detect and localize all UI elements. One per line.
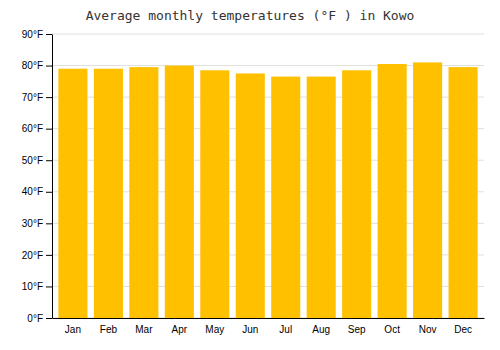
bar bbox=[129, 67, 158, 318]
y-tick-mark bbox=[46, 255, 52, 256]
x-tick: Feb bbox=[100, 324, 118, 335]
x-tick-label: Jun bbox=[242, 324, 258, 335]
y-tick: 60°F bbox=[22, 123, 52, 134]
bars bbox=[58, 62, 477, 318]
x-tick: Jun bbox=[242, 324, 258, 335]
grid-line bbox=[52, 34, 484, 35]
y-tick-mark bbox=[46, 97, 52, 98]
y-tick: 70°F bbox=[22, 92, 52, 103]
bar bbox=[449, 67, 478, 318]
y-tick: 0°F bbox=[27, 313, 52, 324]
y-tick-mark bbox=[46, 318, 52, 319]
y-tick: 90°F bbox=[22, 29, 52, 40]
x-tick: Oct bbox=[384, 324, 400, 335]
y-tick-mark bbox=[46, 223, 52, 224]
y-tick: 50°F bbox=[22, 155, 52, 166]
y-tick-label: 50°F bbox=[22, 155, 43, 166]
bar bbox=[94, 69, 123, 318]
chart: 0°F 10°F 20°F 30°F 40°F 50°F 60°F 70°F 80°F 90°F J… bbox=[0, 0, 500, 350]
y-tick-mark bbox=[46, 192, 52, 193]
x-tick: Jan bbox=[65, 324, 81, 335]
x-tick-label: Jul bbox=[279, 324, 292, 335]
y-tick: 40°F bbox=[22, 186, 52, 197]
x-tick: May bbox=[205, 324, 224, 335]
x-axis: Jan Feb Mar Apr May Jun Jul Aug Sep Oct Nov Dec bbox=[53, 319, 485, 336]
x-tick: Sep bbox=[348, 324, 366, 335]
y-axis-line bbox=[52, 35, 53, 319]
plot: 0°F 10°F 20°F 30°F 40°F 50°F 60°F 70°F 80°F 90°F J… bbox=[22, 29, 485, 335]
x-tick-label: Feb bbox=[100, 324, 118, 335]
y-tick-label: 0°F bbox=[27, 313, 43, 324]
x-tick: Mar bbox=[135, 324, 153, 335]
x-tick: Jul bbox=[279, 324, 292, 335]
x-tick: Nov bbox=[419, 324, 437, 335]
x-tick-label: Nov bbox=[419, 324, 437, 335]
y-tick: 10°F bbox=[22, 281, 52, 292]
bar bbox=[236, 73, 265, 318]
y-tick-label: 40°F bbox=[22, 186, 43, 197]
x-tick-label: Oct bbox=[384, 324, 400, 335]
bar bbox=[342, 70, 371, 318]
y-tick-label: 20°F bbox=[22, 250, 43, 261]
bar bbox=[165, 66, 194, 318]
bar bbox=[413, 62, 442, 318]
bar bbox=[307, 77, 336, 318]
y-tick-label: 80°F bbox=[22, 60, 43, 71]
x-tick: Aug bbox=[312, 324, 330, 335]
bar bbox=[271, 77, 300, 318]
y-tick-label: 30°F bbox=[22, 218, 43, 229]
y-tick-mark bbox=[46, 286, 52, 287]
y-axis: 0°F 10°F 20°F 30°F 40°F 50°F 60°F 70°F 80°F 90°F bbox=[22, 29, 53, 324]
y-tick-label: 90°F bbox=[22, 29, 43, 40]
x-tick-label: May bbox=[205, 324, 224, 335]
x-tick-label: Mar bbox=[135, 324, 153, 335]
y-tick-mark bbox=[46, 129, 52, 130]
y-tick-label: 10°F bbox=[22, 281, 43, 292]
grid bbox=[52, 34, 484, 318]
title: Average monthly temperatures (°F ) in Ko… bbox=[86, 8, 415, 23]
x-tick-label: Apr bbox=[172, 324, 188, 335]
y-tick-mark bbox=[46, 34, 52, 35]
x-tick-label: Jan bbox=[65, 324, 81, 335]
y-tick-label: 70°F bbox=[22, 92, 43, 103]
y-tick: 20°F bbox=[22, 250, 52, 261]
bar bbox=[378, 64, 407, 318]
x-tick: Apr bbox=[172, 324, 188, 335]
x-tick-label: Aug bbox=[312, 324, 330, 335]
y-tick-mark bbox=[46, 66, 52, 67]
bar bbox=[58, 69, 87, 318]
y-tick-mark bbox=[46, 160, 52, 161]
x-tick-label: Sep bbox=[348, 324, 366, 335]
y-tick: 80°F bbox=[22, 60, 52, 71]
y-tick: 30°F bbox=[22, 218, 52, 229]
y-tick-label: 60°F bbox=[22, 123, 43, 134]
x-axis-line bbox=[53, 318, 485, 319]
x-tick-label: Dec bbox=[454, 324, 472, 335]
bar bbox=[200, 70, 229, 318]
x-tick: Dec bbox=[454, 324, 472, 335]
